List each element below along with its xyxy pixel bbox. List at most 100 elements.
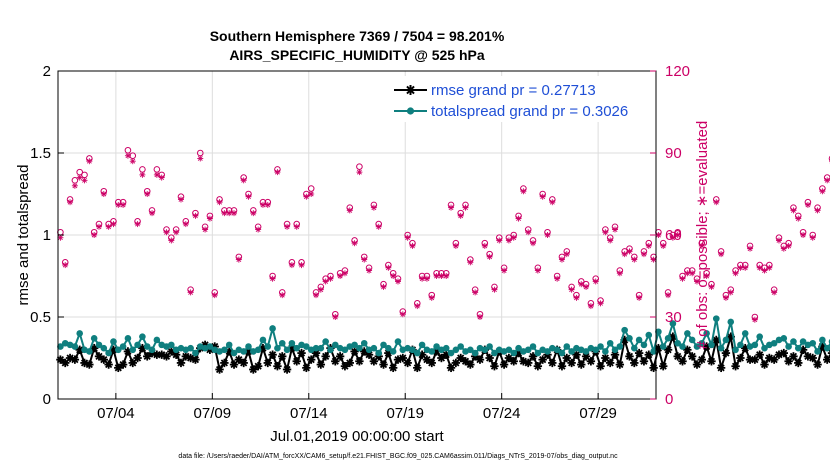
obs-evaluated-marker: [761, 267, 768, 274]
rmse-marker: [798, 345, 808, 354]
rmse-marker-stroke: [717, 364, 725, 372]
rmse-marker-stroke: [524, 359, 532, 367]
rmse-marker: [692, 360, 702, 369]
obs-evaluated-marker-stroke: [294, 224, 300, 230]
rmse-marker: [191, 355, 200, 364]
series: [56, 315, 830, 374]
totalspread-marker: [71, 343, 79, 350]
obs-evaluated-marker-stroke: [419, 276, 425, 282]
obs-evaluated-marker-stroke: [646, 243, 652, 249]
obs-evaluated-marker: [462, 204, 469, 211]
totalspread-marker: [703, 330, 710, 337]
rmse-marker-stroke: [558, 362, 566, 370]
rmse-marker: [687, 352, 697, 361]
totalspread-marker: [389, 348, 397, 355]
totalspread-marker: [105, 349, 112, 357]
rmse-marker: [273, 362, 282, 371]
obs-evaluated-marker-stroke: [752, 317, 758, 323]
obs-evaluated-marker-stroke: [96, 224, 102, 230]
obs-evaluated-marker-stroke: [164, 229, 169, 235]
obs-evaluated-marker: [631, 256, 638, 263]
rmse-marker-stroke: [616, 360, 624, 369]
rmse-marker: [548, 358, 557, 368]
rmse-marker: [567, 358, 576, 368]
obs-evaluated-marker-stroke: [101, 191, 107, 197]
obs-evaluated-marker-stroke: [260, 202, 266, 208]
obs-evaluated-marker-stroke: [704, 273, 710, 279]
obs-evaluated-marker-stroke: [207, 216, 213, 222]
obs-evaluated-marker: [751, 316, 758, 323]
obs-evaluated-marker: [573, 294, 580, 301]
rmse-marker-stroke: [461, 357, 470, 365]
rmse-marker-stroke: [466, 360, 474, 369]
rmse-marker: [143, 352, 152, 361]
obs-evaluated-marker: [698, 242, 705, 249]
rmse-marker-stroke: [823, 356, 830, 364]
totalspread-marker: [626, 335, 633, 342]
totalspread-marker: [770, 339, 778, 347]
rmse-marker-stroke: [418, 351, 426, 359]
obs-evaluated-marker: [57, 234, 64, 241]
obs-evaluated-marker: [168, 237, 175, 244]
rmse-marker-stroke: [336, 352, 344, 360]
totalspread-marker: [712, 315, 720, 322]
x-tick-label: 07/29: [579, 405, 617, 422]
totalspread-marker: [592, 346, 600, 354]
x-tick-label: 07/14: [290, 405, 328, 422]
obs-evaluated-marker: [689, 270, 696, 277]
rmse-marker-stroke: [346, 359, 354, 367]
totalspread-marker: [544, 348, 551, 355]
totalspread-marker: [442, 344, 450, 352]
rmse-marker: [104, 360, 113, 369]
obs-evaluated-marker: [520, 188, 527, 195]
totalspread-marker: [582, 348, 590, 355]
totalspread-marker: [360, 339, 368, 347]
totalspread-marker: [57, 343, 64, 350]
rmse-marker: [340, 362, 350, 371]
rmse-marker-stroke: [278, 352, 286, 360]
obs-evaluated-marker-stroke: [62, 262, 68, 268]
obs-evaluated-marker-stroke: [299, 262, 304, 268]
totalspread-marker: [631, 344, 638, 352]
obs-evaluated-marker-stroke: [405, 235, 411, 241]
totalspread-marker: [722, 336, 730, 344]
obs-evaluated-marker-stroke: [781, 246, 787, 252]
obs-evaluated-marker-stroke: [641, 251, 647, 257]
obs-evaluated-marker-stroke: [737, 265, 743, 271]
obs-evaluated-marker-stroke: [588, 303, 594, 309]
totalspread-marker: [418, 341, 426, 349]
rmse-marker-stroke: [413, 364, 421, 372]
rmse-marker-stroke: [114, 364, 122, 372]
rmse-marker-stroke: [399, 354, 407, 362]
obs-evaluated-marker: [240, 177, 247, 184]
totalspread-marker: [153, 336, 161, 344]
totalspread-marker: [529, 343, 537, 350]
obs-evaluated-marker: [423, 275, 430, 282]
obs-evaluated-marker: [163, 229, 170, 236]
obs-evaluated-marker: [703, 273, 710, 279]
obs-evaluated-marker-stroke: [762, 268, 767, 273]
rmse-marker: [630, 358, 639, 368]
totalspread-marker: [751, 341, 759, 349]
obs-evaluated-marker-stroke: [82, 177, 87, 183]
obs-evaluated-marker: [443, 273, 450, 279]
rmse-marker-stroke: [534, 362, 542, 370]
obs-evaluated-marker-stroke: [328, 276, 333, 282]
rmse-marker-stroke: [756, 351, 764, 359]
obs-evaluated-marker-stroke: [573, 295, 579, 301]
obs-evaluated-marker-stroke: [188, 289, 194, 295]
obs-evaluated-marker-stroke: [241, 177, 247, 183]
obs-evaluated-marker: [626, 248, 633, 255]
obs-evaluated-marker-stroke: [511, 235, 517, 241]
totalspread-marker: [597, 343, 604, 350]
obs-evaluated-marker-stroke: [583, 284, 589, 290]
totalspread-marker: [563, 343, 571, 350]
obs-evaluated-marker: [394, 278, 401, 285]
obs-evaluated-marker: [269, 275, 276, 282]
obs-evaluated-marker: [134, 221, 141, 228]
totalspread-marker: [674, 339, 681, 347]
obs-evaluated-marker-stroke: [159, 175, 165, 181]
rmse-marker-stroke: [293, 357, 301, 365]
rmse-marker-stroke: [322, 352, 330, 360]
